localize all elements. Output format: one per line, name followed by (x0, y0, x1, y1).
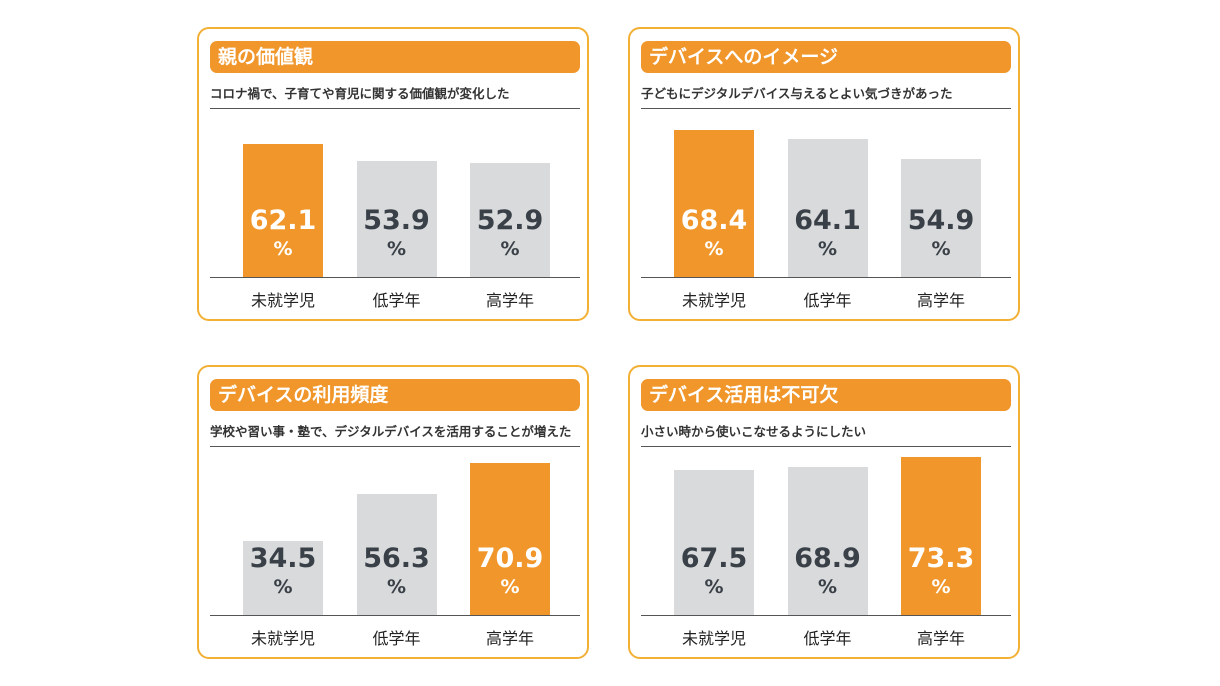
unit-label: % (273, 576, 293, 598)
bar (787, 466, 868, 615)
unit-label: % (931, 576, 951, 598)
bar (356, 161, 437, 277)
data-label: 56.3 (363, 543, 430, 574)
chart-subtitle: 学校や習い事・塾で、デジタルデバイスを活用することが増えた (210, 424, 572, 439)
chart-subtitle: 小さい時から使いこなせるようにしたい (641, 424, 867, 439)
chart-subtitle: コロナ禍で、子育てや育児に関する価値観が変化した (210, 86, 510, 101)
baseline (641, 277, 1011, 278)
data-label: 34.5 (249, 543, 317, 574)
unit-label: % (931, 238, 951, 260)
plot-area: 62.1% 53.9% 52.9% (210, 109, 580, 279)
unit-label: % (817, 576, 838, 598)
chart-subtitle: 子どもにデジタルデバイス与えるとよい気づきがあった (641, 86, 953, 101)
data-label: 53.9 (363, 205, 430, 236)
chart-title: 親の価値観 (210, 41, 580, 73)
chart-title: デバイスへのイメージ (641, 41, 1011, 73)
category-label: 高学年 (485, 629, 534, 648)
unit-label: % (500, 576, 520, 598)
baseline (210, 277, 580, 278)
plot-area: 67.5% 68.9% 73.3% (641, 447, 1011, 617)
category-label: 低学年 (803, 291, 852, 310)
chart-title: デバイスの利用頻度 (210, 379, 580, 411)
bar (901, 158, 981, 277)
category-label: 高学年 (485, 291, 534, 310)
bar (901, 457, 981, 615)
category-label: 高学年 (916, 629, 965, 648)
divider (641, 108, 1011, 109)
plot-area: 34.5% 56.3% 70.9% (210, 447, 580, 617)
data-label: 73.3 (907, 543, 975, 574)
unit-label: % (500, 238, 520, 260)
category-label: 低学年 (372, 291, 421, 310)
unit-label: % (704, 576, 724, 598)
category-label: 高学年 (916, 291, 965, 310)
category-label: 未就学児 (250, 629, 315, 648)
unit-label: % (273, 238, 293, 260)
data-label: 52.9 (476, 205, 544, 236)
chart-panel: デバイスへのイメージ 子どもにデジタルデバイス与えるとよい気づきがあった 68.… (628, 27, 1020, 321)
chart-panel: デバイス活用は不可欠 小さい時から使いこなせるようにしたい 67.5% 68.9%… (628, 365, 1020, 659)
category-label: 低学年 (803, 629, 852, 648)
chart-title: デバイス活用は不可欠 (641, 379, 1011, 411)
category-label: 未就学児 (681, 629, 746, 648)
bar (470, 163, 550, 277)
data-label: 54.9 (907, 205, 975, 236)
divider (641, 446, 1011, 447)
chart-panel: デバイスの利用頻度 学校や習い事・塾で、デジタルデバイスを活用することが増えた … (197, 365, 589, 659)
data-label: 64.1 (794, 205, 861, 236)
plot-area: 68.4% 64.1% 54.9% (641, 109, 1011, 279)
baseline (210, 615, 580, 616)
data-label: 68.9 (794, 543, 861, 574)
divider (210, 446, 580, 447)
bar (787, 139, 868, 277)
unit-label: % (386, 576, 407, 598)
unit-label: % (704, 238, 724, 260)
category-label: 未就学児 (681, 291, 746, 310)
bar (674, 469, 754, 615)
category-label: 未就学児 (250, 291, 315, 310)
data-label: 70.9 (476, 543, 544, 574)
bar (674, 129, 754, 277)
data-label: 62.1 (249, 205, 317, 236)
category-label: 低学年 (372, 629, 421, 648)
bar (243, 540, 323, 615)
divider (210, 108, 580, 109)
unit-label: % (817, 238, 838, 260)
data-label: 68.4 (680, 205, 748, 236)
bar (243, 143, 323, 277)
data-label: 67.5 (680, 543, 748, 574)
baseline (641, 615, 1011, 616)
bar (470, 462, 550, 615)
bar (356, 493, 437, 615)
unit-label: % (386, 238, 407, 260)
chart-panel: 親の価値観 コロナ禍で、子育てや育児に関する価値観が変化した 62.1% 53.9… (197, 27, 589, 321)
